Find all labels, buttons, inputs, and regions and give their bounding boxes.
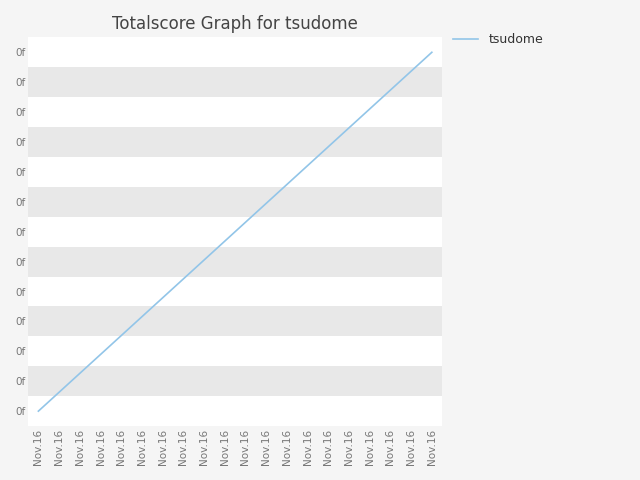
tsudome [345, 125, 353, 131]
Legend: tsudome: tsudome [449, 28, 548, 51]
tsudome [221, 238, 228, 244]
Bar [28, 127, 442, 157]
tsudome [366, 106, 374, 112]
Bar [28, 306, 442, 336]
tsudome [200, 257, 208, 263]
tsudome [283, 181, 291, 187]
Bar [28, 366, 442, 396]
tsudome [159, 295, 166, 300]
Bar [28, 396, 442, 426]
tsudome [407, 68, 415, 74]
Bar [28, 37, 442, 67]
Bar [28, 187, 442, 217]
tsudome [242, 219, 250, 225]
Bar [28, 97, 442, 127]
tsudome [179, 276, 187, 282]
tsudome [304, 163, 312, 168]
tsudome [55, 389, 63, 395]
Line: tsudome: tsudome [38, 52, 432, 411]
Bar [28, 276, 442, 306]
Bar [28, 67, 442, 97]
tsudome [387, 87, 394, 93]
tsudome [97, 352, 104, 358]
tsudome [262, 201, 270, 206]
tsudome [35, 408, 42, 414]
tsudome [324, 144, 332, 150]
tsudome [117, 333, 125, 338]
Bar [28, 247, 442, 276]
Bar [28, 217, 442, 247]
tsudome [76, 371, 84, 376]
tsudome [428, 49, 436, 55]
tsudome [138, 314, 146, 320]
Bar [28, 157, 442, 187]
Title: Totalscore Graph for tsudome: Totalscore Graph for tsudome [112, 15, 358, 33]
Bar [28, 336, 442, 366]
